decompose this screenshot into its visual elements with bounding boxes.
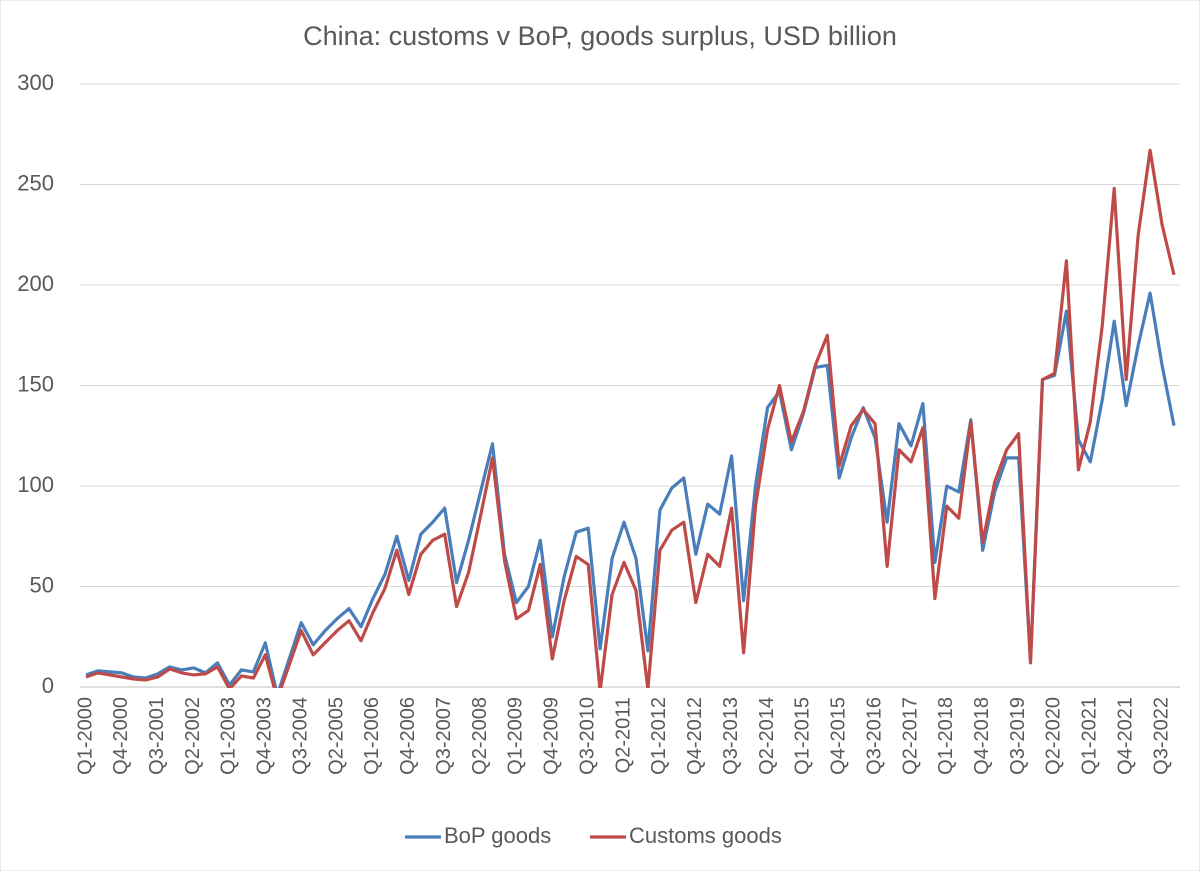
plot-area	[85, 148, 1176, 688]
x-tick-label: Q4-2003	[254, 697, 276, 775]
x-tick-label: Q3-2016	[863, 697, 885, 775]
x-tick-label: Q2-2008	[469, 697, 491, 775]
x-tick-label: Q3-2013	[720, 697, 742, 775]
x-tick-label: Q2-2020	[1043, 697, 1065, 775]
x-tick-label: Q2-2017	[899, 697, 921, 775]
x-tick-label: Q1-2003	[218, 697, 240, 775]
y-tick-label: 0	[42, 673, 54, 698]
y-tick-label: 200	[17, 271, 54, 296]
x-tick-label: Q2-2014	[756, 697, 778, 775]
series-line	[85, 148, 1176, 688]
x-tick-label: Q4-2012	[684, 697, 706, 775]
chart-title: China: customs v BoP, goods surplus, USD…	[303, 21, 897, 51]
x-tick-label: Q3-2010	[576, 697, 598, 775]
y-tick-label: 250	[17, 170, 54, 195]
x-tick-label: Q1-2021	[1079, 697, 1101, 775]
x-tick-label: Q3-2022	[1150, 697, 1172, 775]
x-tick-label: Q3-2007	[433, 697, 455, 775]
x-tick-label: Q3-2019	[1007, 697, 1029, 775]
y-tick-label: 300	[17, 70, 54, 95]
x-tick-label: Q2-2005	[325, 697, 347, 775]
y-tick-label: 150	[17, 371, 54, 396]
legend-label: Customs goods	[629, 823, 782, 848]
series-line	[85, 291, 1176, 688]
legend-label: BoP goods	[444, 823, 551, 848]
x-tick-label: Q4-2000	[110, 697, 132, 775]
x-tick-label: Q4-2015	[828, 697, 850, 775]
x-tick-label: Q1-2000	[74, 697, 96, 775]
x-tick-label: Q3-2001	[146, 697, 168, 775]
y-tick-label: 100	[17, 472, 54, 497]
y-tick-label: 50	[30, 572, 54, 597]
x-tick-label: Q3-2004	[289, 697, 311, 775]
x-tick-label: Q1-2015	[792, 697, 814, 775]
x-tick-label: Q1-2012	[648, 697, 670, 775]
x-tick-label: Q1-2009	[505, 697, 527, 775]
x-tick-label: Q1-2018	[935, 697, 957, 775]
x-tick-label: Q4-2009	[541, 697, 563, 775]
x-tick-label: Q4-2018	[971, 697, 993, 775]
x-tick-label: Q4-2021	[1114, 697, 1136, 775]
x-tick-label: Q4-2006	[397, 697, 419, 775]
x-tick-label: Q2-2002	[182, 697, 204, 775]
x-tick-label: Q2-2011	[612, 697, 634, 773]
x-tick-label: Q1-2006	[361, 697, 383, 775]
